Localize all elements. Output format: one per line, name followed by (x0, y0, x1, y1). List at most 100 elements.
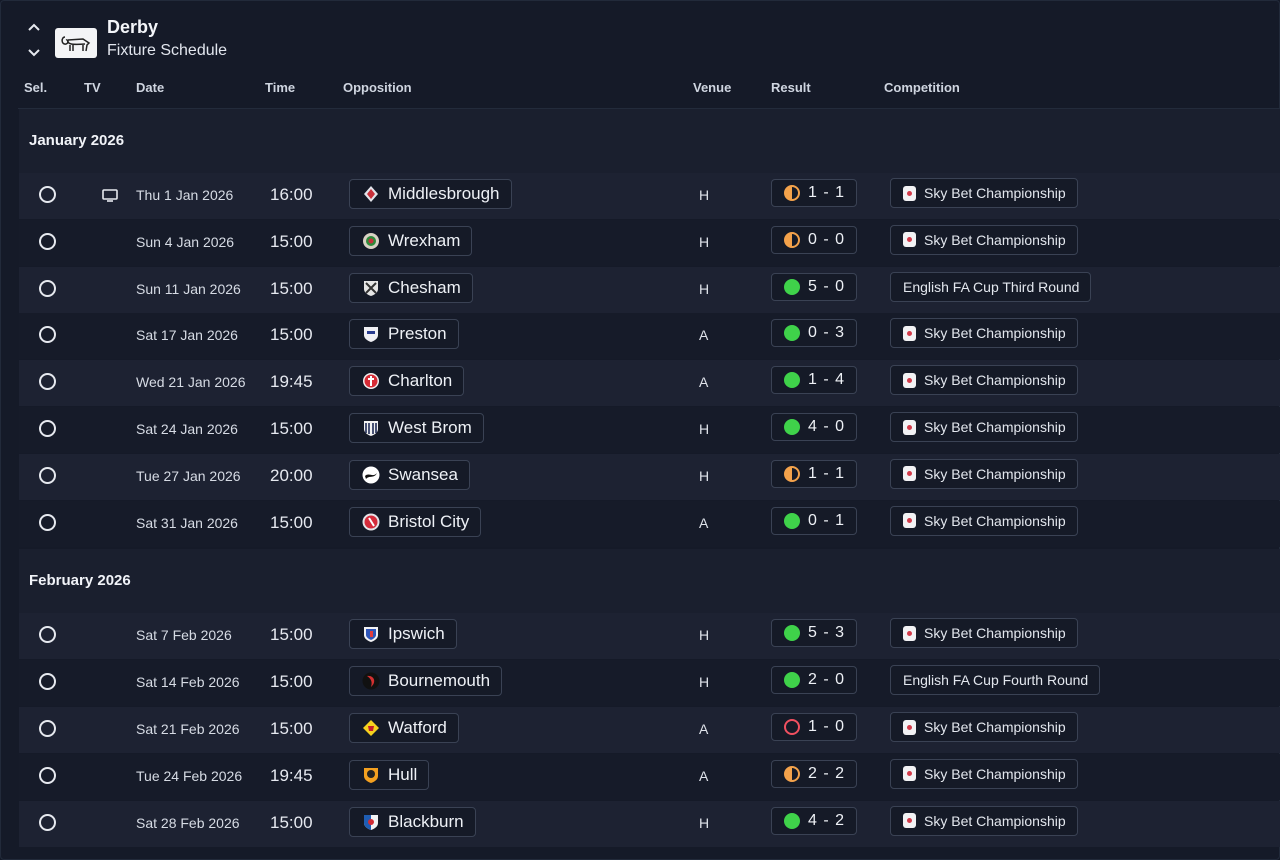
opposition-button[interactable]: Chesham (349, 272, 473, 303)
competition-button[interactable]: Sky Bet Championship (890, 318, 1078, 349)
fixture-row[interactable]: Sat 14 Feb 2026 15:00 Bournemouth H 2 - 0 Eng… (19, 660, 1280, 707)
result-button[interactable]: 5 - 3 (771, 619, 858, 648)
select-radio[interactable] (39, 232, 56, 250)
competition-button[interactable]: Sky Bet Championship (890, 458, 1078, 489)
select-radio[interactable] (39, 766, 56, 784)
opposition-button[interactable]: Ipswich (349, 619, 457, 650)
competition-button[interactable]: English FA Cup Third Round (890, 271, 1092, 302)
fixture-venue: H (699, 280, 710, 297)
fixture-venue: A (699, 514, 709, 531)
competition-name: Sky Bet Championship (924, 625, 1066, 642)
fixture-time: 15:00 (270, 625, 313, 645)
result-button[interactable]: 1 - 1 (771, 459, 858, 488)
fixture-row[interactable]: Wed 21 Jan 2026 19:45 Charlton A 1 - 4 Sky Be… (19, 360, 1280, 407)
col-header-date[interactable]: Date (136, 80, 165, 95)
opposition-name: Middlesbrough (388, 184, 500, 203)
championship-logo-icon (903, 232, 916, 248)
competition-button[interactable]: English FA Cup Fourth Round (890, 665, 1101, 696)
chevron-up-icon[interactable] (26, 20, 42, 36)
fixture-venue: H (699, 421, 710, 437)
chevron-down-icon[interactable] (26, 44, 42, 60)
fixture-venue: H (699, 187, 710, 203)
opposition-button[interactable]: West Brom (349, 413, 484, 443)
fixture-time: 19:45 (270, 372, 313, 392)
select-radio[interactable] (39, 373, 56, 391)
opposition-button[interactable]: Bristol City (349, 506, 482, 537)
result-button[interactable]: 2 - 2 (771, 759, 858, 788)
opposition-button[interactable]: Wrexham (349, 225, 473, 256)
col-header-venue[interactable]: Venue (693, 80, 732, 95)
fixture-row[interactable]: Sun 4 Jan 2026 15:00 Wrexham H 0 - 0 Sky Bet … (19, 219, 1280, 266)
competition-button[interactable]: Sky Bet Championship (890, 505, 1078, 536)
result-button[interactable]: 1 - 1 (771, 179, 858, 207)
fixture-row[interactable]: Thu 1 Jan 2026 16:00 Middlesbrough H 1 - 1 Sk… (19, 173, 1280, 219)
opposition-name: Bournemouth (388, 671, 491, 691)
select-radio[interactable] (39, 420, 56, 437)
competition-button[interactable]: Sky Bet Championship (890, 712, 1078, 742)
competition-button[interactable]: Sky Bet Championship (890, 758, 1078, 789)
competition-button[interactable]: Sky Bet Championship (890, 618, 1078, 649)
competition-name: Sky Bet Championship (924, 325, 1066, 342)
select-radio[interactable] (39, 279, 56, 297)
result-button[interactable]: 0 - 1 (771, 506, 858, 535)
opposition-name: Bristol City (388, 511, 470, 531)
result-button[interactable]: 1 - 4 (771, 366, 858, 395)
result-button[interactable]: 4 - 0 (771, 413, 858, 441)
wrexham-badge-icon (362, 232, 380, 250)
blackburn-badge-icon (362, 813, 380, 831)
opposition-button[interactable]: Preston (349, 319, 459, 350)
select-radio[interactable] (39, 673, 56, 691)
fixture-row[interactable]: Sat 28 Feb 2026 15:00 Blackburn H 4 - 2 Sky B… (19, 800, 1280, 847)
championship-logo-icon (903, 813, 916, 829)
competition-name: Sky Bet Championship (924, 419, 1066, 435)
select-radio[interactable] (39, 813, 56, 831)
fixture-row[interactable]: Sat 31 Jan 2026 15:00 Bristol City A 0 - 1 Sk… (19, 500, 1280, 547)
select-radio[interactable] (39, 720, 56, 737)
competition-name: Sky Bet Championship (924, 765, 1066, 782)
result-button[interactable]: 5 - 0 (771, 272, 858, 301)
col-header-time[interactable]: Time (265, 80, 296, 95)
fixture-row[interactable]: Tue 24 Feb 2026 19:45 Hull A 2 - 2 Sky Bet Ch… (19, 753, 1280, 800)
fixture-row[interactable]: Tue 27 Jan 2026 20:00 Swansea H 1 - 1 Sky Bet… (19, 453, 1280, 500)
bristol-city-badge-icon (362, 513, 380, 531)
col-header-sel[interactable]: Sel. (24, 80, 48, 95)
fixture-row[interactable]: Sat 17 Jan 2026 15:00 Preston A 0 - 3 Sky Bet… (19, 313, 1280, 360)
result-button[interactable]: 1 - 0 (771, 713, 858, 741)
opposition-button[interactable]: Hull (349, 759, 430, 790)
competition-button[interactable]: Sky Bet Championship (890, 805, 1078, 836)
month-label: January 2026 (29, 132, 125, 149)
select-radio[interactable] (39, 466, 56, 484)
opposition-button[interactable]: Middlesbrough (349, 179, 512, 209)
select-radio[interactable] (39, 326, 56, 344)
hull-badge-icon (362, 766, 380, 784)
opposition-button[interactable]: Watford (349, 713, 459, 743)
opposition-button[interactable]: Swansea (349, 459, 470, 490)
col-header-result[interactable]: Result (771, 80, 811, 95)
competition-button[interactable]: Sky Bet Championship (890, 412, 1078, 442)
col-header-opposition[interactable]: Opposition (343, 80, 412, 95)
opposition-name: Charlton (388, 371, 453, 391)
competition-button[interactable]: Sky Bet Championship (890, 365, 1078, 396)
result-button[interactable]: 0 - 0 (771, 225, 858, 254)
result-win-icon (784, 419, 800, 435)
col-header-competition[interactable]: Competition (884, 80, 960, 95)
fixture-date: Sat 7 Feb 2026 (136, 627, 232, 644)
select-radio[interactable] (39, 626, 56, 644)
opposition-button[interactable]: Blackburn (349, 806, 476, 837)
col-header-tv[interactable]: TV (84, 80, 101, 95)
opposition-button[interactable]: Charlton (349, 366, 465, 397)
opposition-button[interactable]: Bournemouth (349, 666, 503, 697)
fixture-time: 20:00 (270, 465, 313, 485)
select-radio[interactable] (39, 513, 56, 531)
fixture-row[interactable]: Sat 21 Feb 2026 15:00 Watford A 1 - 0 Sky Bet… (19, 707, 1280, 753)
result-button[interactable]: 0 - 3 (771, 319, 858, 348)
competition-button[interactable]: Sky Bet Championship (890, 178, 1078, 208)
result-button[interactable]: 2 - 0 (771, 666, 858, 695)
select-radio[interactable] (39, 186, 56, 203)
fixture-row[interactable]: Sat 7 Feb 2026 15:00 Ipswich H 5 - 3 Sky Bet … (19, 613, 1280, 660)
fixture-time: 15:00 (270, 512, 313, 532)
competition-button[interactable]: Sky Bet Championship (890, 224, 1078, 255)
fixture-row[interactable]: Sat 24 Jan 2026 15:00 West Brom H 4 - 0 Sky B… (19, 407, 1280, 453)
fixture-row[interactable]: Sun 11 Jan 2026 15:00 Chesham H 5 - 0 English… (19, 266, 1280, 313)
result-button[interactable]: 4 - 2 (771, 806, 858, 835)
